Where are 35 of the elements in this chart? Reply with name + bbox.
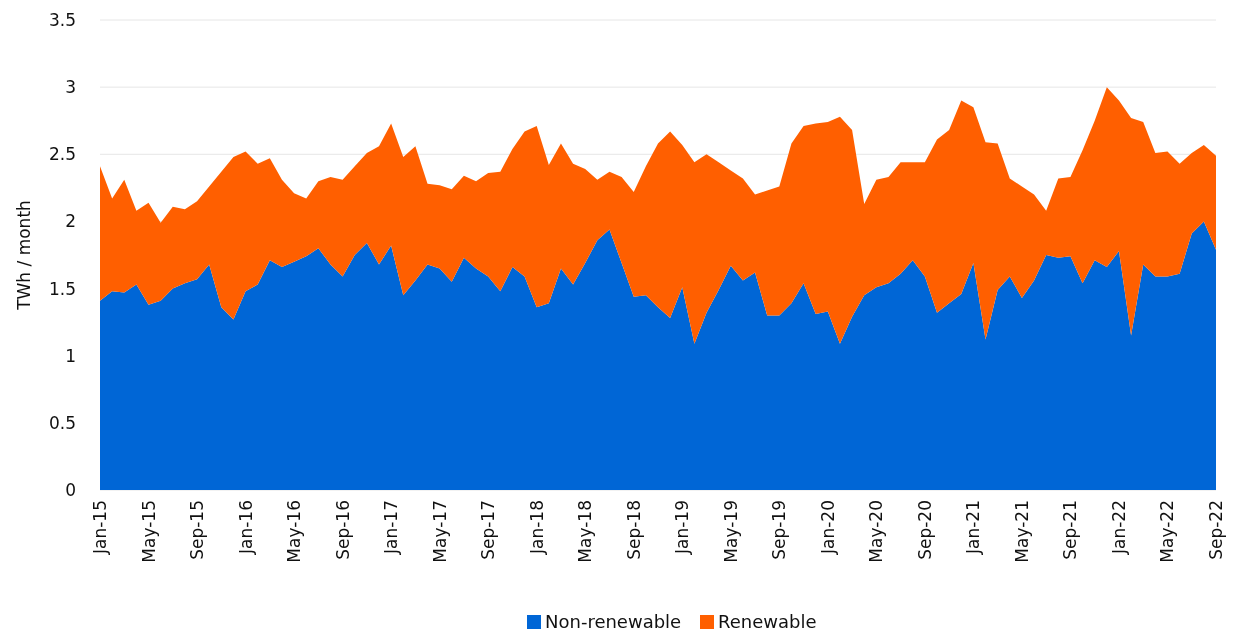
legend-label: Renewable	[718, 611, 817, 632]
x-tick-label: Sep-18	[623, 500, 644, 560]
x-tick-label: May-19	[720, 500, 741, 563]
x-tick-label: Jan-17	[381, 500, 402, 555]
x-tick-label: May-21	[1011, 500, 1032, 563]
x-tick-label: Jan-21	[963, 500, 984, 555]
y-tick-label: 1.5	[48, 278, 76, 299]
y-tick-label: 0.5	[48, 412, 76, 433]
y-tick-label: 2.5	[48, 144, 76, 165]
x-tick-label: Sep-16	[332, 500, 353, 560]
x-tick-label: Sep-19	[769, 500, 790, 560]
x-tick-label: Jan-22	[1108, 500, 1129, 555]
x-tick-label: Jan-15	[90, 500, 110, 555]
y-tick-label: 2	[65, 211, 76, 232]
y-tick-label: 3	[65, 77, 76, 98]
x-tick-label: Jan-19	[672, 500, 693, 555]
x-tick-label: Sep-21	[1060, 500, 1081, 560]
x-tick-label: Sep-15	[187, 500, 208, 560]
x-tick-label: May-16	[284, 500, 305, 563]
x-tick-label: Jan-16	[235, 500, 256, 555]
y-tick-label: 3.5	[48, 9, 76, 30]
legend-label: Non-renewable	[545, 611, 682, 632]
x-tick-label: May-20	[866, 500, 887, 563]
x-tick-label: Sep-22	[1206, 500, 1226, 560]
x-tick-label: May-18	[575, 500, 596, 563]
x-tick-label: May-22	[1157, 500, 1178, 563]
x-tick-label: May-17	[429, 500, 450, 563]
x-tick-label: Sep-17	[478, 500, 499, 560]
y-axis-title: TWh / month	[14, 200, 34, 311]
x-tick-label: Jan-20	[817, 500, 838, 555]
x-tick-label: Jan-18	[526, 500, 547, 555]
x-tick-label: Sep-20	[914, 500, 935, 560]
y-tick-label: 1	[65, 345, 76, 366]
y-tick-label: 0	[65, 479, 76, 500]
x-tick-label: May-15	[138, 500, 159, 563]
